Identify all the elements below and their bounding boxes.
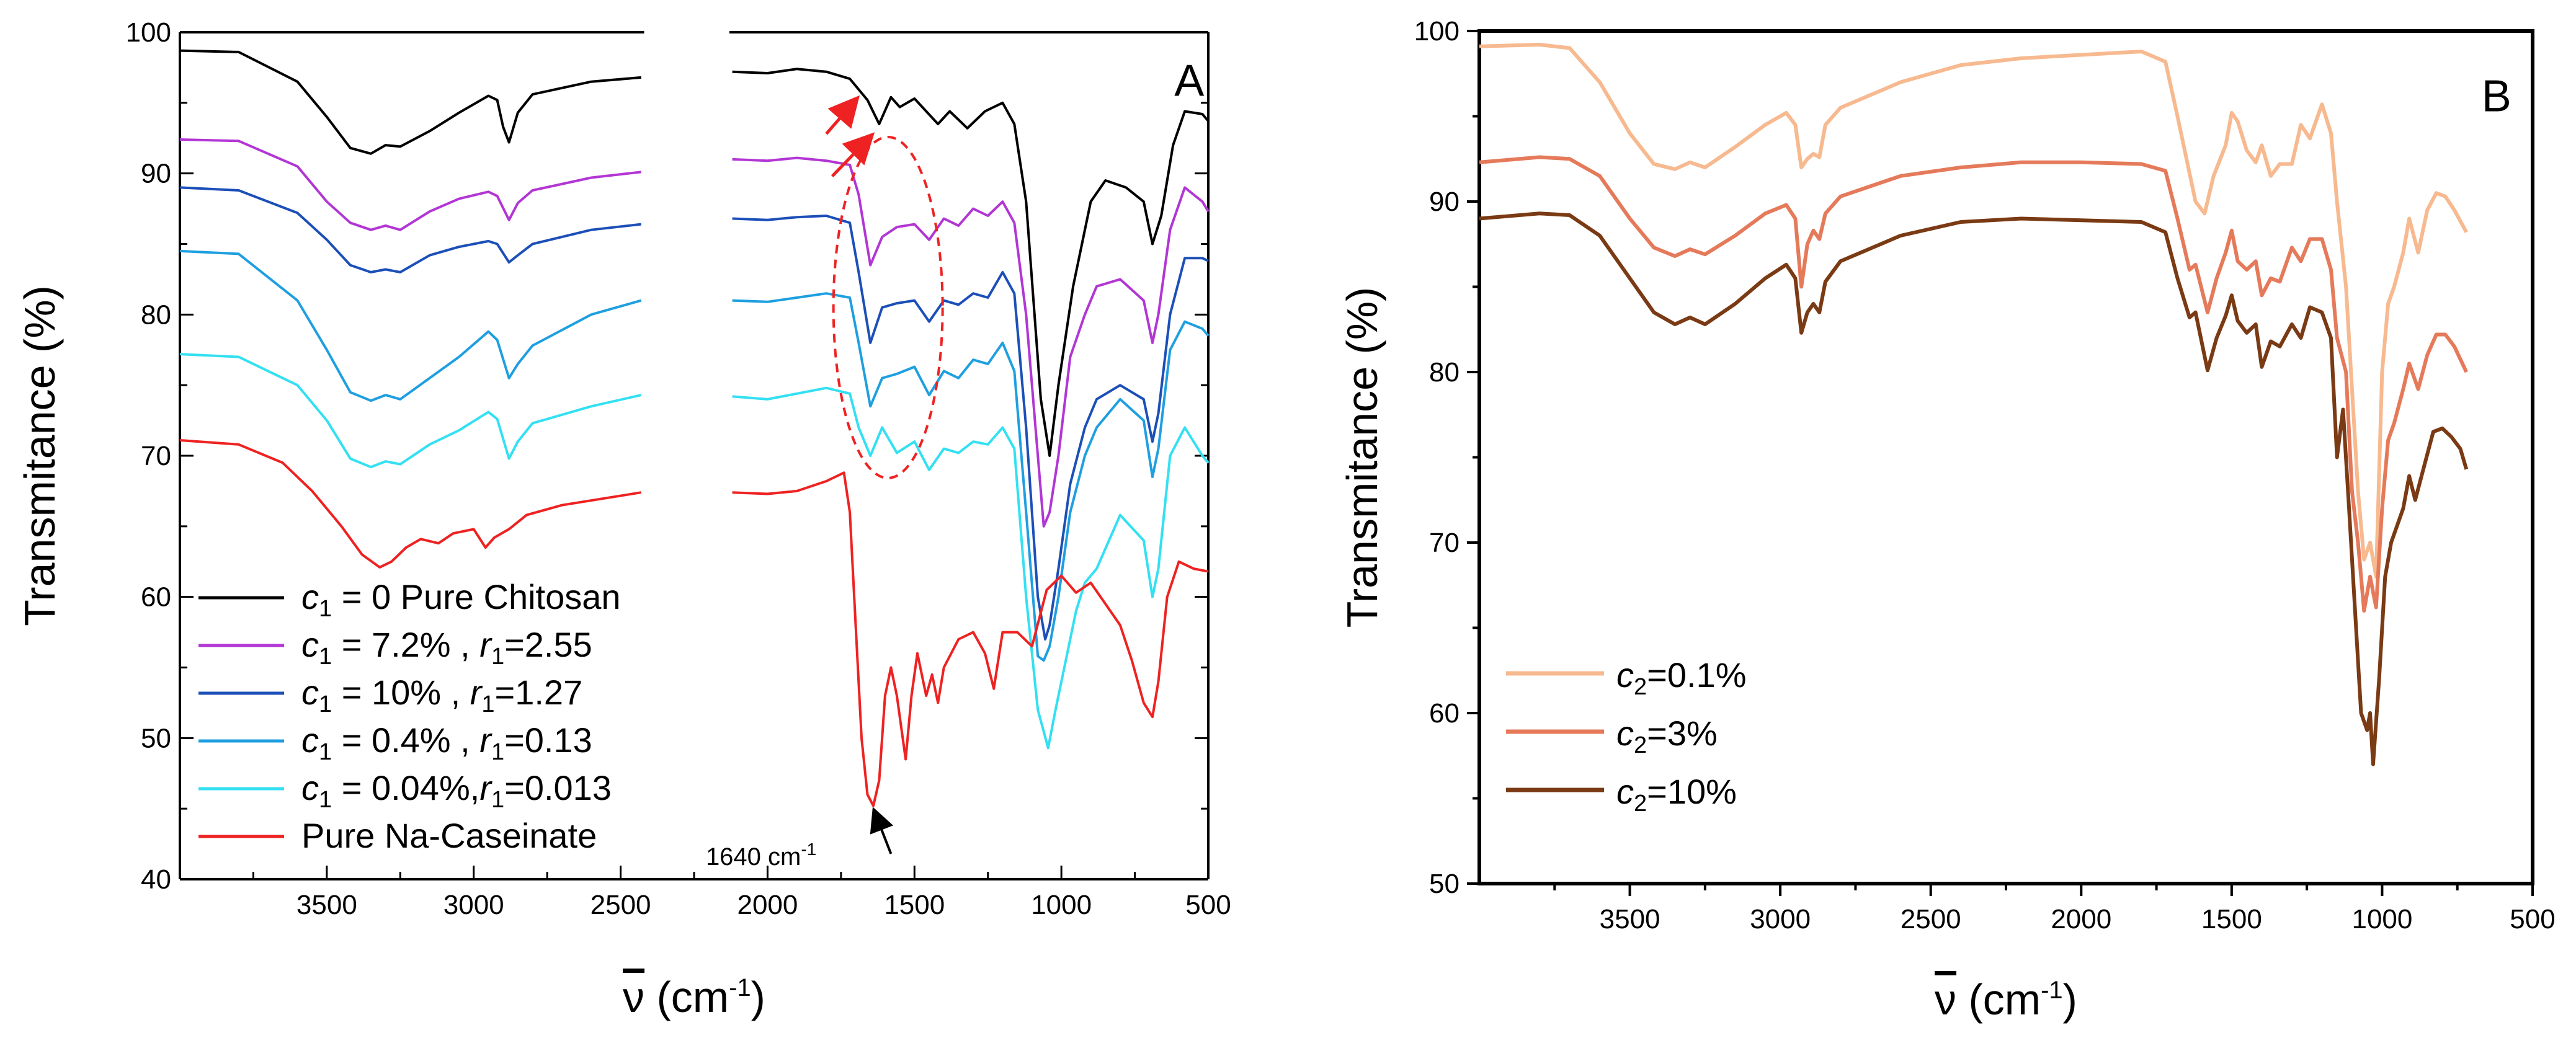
series-line-left-4 [179,353,642,469]
series-line-right-2 [732,215,1209,641]
x-axis-title: ν (cm-1) [1935,975,2077,1024]
series-line-right-3 [732,292,1210,662]
x-tick-label: 2000 [737,890,798,920]
x-tick-label: 3000 [1750,904,1811,934]
x-tick-label: 3500 [296,890,357,920]
series-line-1 [1479,155,2469,613]
x-tick-label: 3500 [1600,904,1660,934]
y-tick-label: 90 [141,159,171,189]
legend-label: c2=3% [1616,714,1718,758]
peak-label: 1640 cm-1 [706,840,816,871]
legend-label: c1 = 10% , r1=1.27 [301,673,582,717]
legend-label: c2=0.1% [1616,655,1746,700]
series-line-0 [1479,43,2468,579]
legend-label: c1 = 0.4% , r1=0.13 [301,721,592,765]
legend-label: Pure Na-Caseinate [301,816,597,855]
series-line-right-5 [732,471,1209,807]
series-line-left-3 [179,249,642,402]
y-tick-label: 40 [141,864,171,895]
legend-label: c1 = 7.2% , r1=2.55 [301,625,592,670]
x-tick-label: 500 [2510,904,2555,934]
panel-b: 50 60 70 80 90 100 3500 3000 2500 2000 1500 1000 500… [1338,16,2556,1024]
x-tick-label: 2500 [591,890,651,920]
series-line-left-0 [179,49,641,155]
x-tick-label: 2000 [2051,904,2111,934]
series-line-left-5 [179,439,642,569]
y-tick-label: 80 [141,299,171,330]
y-tick-label: 70 [1429,528,1460,558]
red-arrow-lower [831,132,875,177]
y-tick-label: 90 [1429,187,1460,217]
y-tick-label: 60 [1429,698,1460,729]
x-tick-label: 1000 [2351,904,2412,934]
legend-label: c1 = 0 Pure Chitosan [301,577,621,622]
peak-arrow [870,807,894,854]
y-tick-label: 50 [141,723,171,753]
panel-label-a: A [1174,56,1204,105]
legend-label: c2=10% [1616,772,1737,817]
panel-label-b: B [2482,71,2511,121]
series-line-2 [1479,211,2469,766]
y-tick-label: 70 [141,441,171,471]
series-line-right-1 [732,156,1210,528]
legend: c2=0.1% c2=3% c2=10% [1506,655,1746,817]
series-line-right-4 [732,386,1210,750]
y-axis-title: Transmitance (%) [1338,287,1386,628]
x-tick-label: 2500 [1901,904,1961,934]
series-line-left-2 [179,186,641,273]
x-tick-label: 1500 [884,890,945,920]
x-tick-label: 500 [1185,890,1231,920]
red-arrow-upper [825,95,860,135]
x-tick-label: 3000 [443,890,504,920]
y-tick-label: 60 [141,582,171,613]
y-tick-label: 100 [126,17,171,48]
highlight-ellipse [832,135,944,479]
series-line-left-1 [179,138,641,231]
x-tick-label: 1000 [1031,890,1092,920]
y-tick-label: 100 [1414,16,1460,47]
panel-a: 40 50 60 70 80 90 100 3500 3000 2500 2000 1500 1000 5… [16,17,1231,1021]
series-line-right-0 [732,68,1210,457]
y-axis-title: Transmitance (%) [16,285,64,626]
legend-label: c1 = 0.04%,r1=0.013 [301,768,612,813]
y-tick-label: 80 [1429,357,1460,388]
y-tick-label: 50 [1429,869,1460,899]
x-tick-label: 1500 [2201,904,2262,934]
x-axis-title: ν (cm-1) [623,973,765,1021]
